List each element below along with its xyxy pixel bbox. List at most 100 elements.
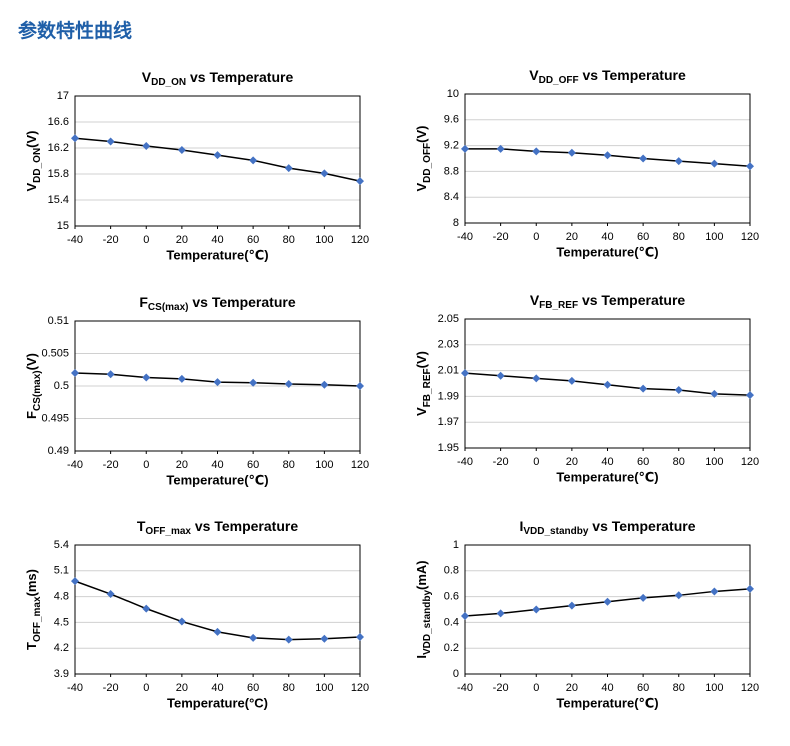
y-axis-label-part: V	[414, 407, 429, 416]
x-tick-label: 100	[315, 234, 333, 246]
y-axis-label-sub: VDD_standby	[422, 590, 433, 655]
x-axis-label: Temperature(°C)	[167, 695, 268, 710]
x-tick-label: -40	[457, 231, 473, 243]
x-tick-label: 100	[315, 682, 333, 694]
x-tick-label: -20	[103, 459, 119, 471]
x-axis-label: Temperature(℃)	[556, 695, 658, 710]
data-point	[213, 151, 222, 160]
x-tick-label: 80	[283, 682, 295, 694]
data-point	[71, 134, 79, 143]
data-point	[639, 154, 648, 163]
y-tick-label: 5.1	[54, 565, 69, 577]
y-tick-label: 1.99	[438, 390, 459, 402]
y-tick-label: 0	[453, 668, 459, 680]
y-tick-label: 2.03	[438, 339, 459, 351]
y-tick-label: 15	[57, 220, 69, 232]
data-point	[320, 634, 329, 643]
x-tick-label: 80	[283, 459, 295, 471]
chart-title: TOFF_max vs Temperature	[137, 518, 298, 537]
y-axis-label-sub: OFF_max	[32, 596, 43, 642]
y-tick-label: 1.97	[438, 416, 459, 428]
y-axis-label: VDD_OFF(V)	[414, 125, 432, 191]
y-tick-label: 4.5	[54, 616, 69, 628]
y-tick-label: 2.01	[438, 365, 459, 377]
data-point	[603, 597, 612, 606]
x-tick-label: 20	[176, 459, 188, 471]
x-tick-label: 40	[601, 682, 613, 694]
data-point	[71, 369, 79, 377]
chart-title-part: vs Temperature	[579, 67, 686, 83]
chart-title: IVDD_standby vs Temperature	[519, 518, 695, 537]
x-tick-label: 60	[247, 459, 259, 471]
x-tick-label: 80	[283, 234, 295, 246]
y-tick-label: 5.4	[54, 539, 69, 551]
x-tick-label: 120	[741, 231, 759, 243]
data-point	[639, 384, 648, 393]
data-point	[213, 627, 222, 636]
y-tick-label: 9.2	[444, 140, 459, 152]
x-tick-label: 20	[566, 456, 578, 468]
chart-title: VDD_OFF vs Temperature	[529, 67, 686, 86]
x-tick-label: 100	[705, 456, 723, 468]
chart-title-part: F	[139, 294, 148, 310]
y-tick-label: 0.505	[41, 347, 69, 359]
data-point	[746, 162, 754, 171]
x-tick-label: 20	[176, 234, 188, 246]
data-point	[639, 593, 648, 602]
x-tick-label: 60	[637, 231, 649, 243]
y-tick-label: 8	[453, 217, 459, 229]
data-point	[710, 587, 719, 596]
x-tick-label: 120	[351, 682, 369, 694]
y-tick-label: 0.51	[48, 315, 69, 327]
y-tick-label: 0.6	[444, 591, 459, 603]
y-tick-label: 0.8	[444, 565, 459, 577]
chart-title-part: vs Temperature	[186, 69, 293, 85]
data-point	[496, 371, 505, 380]
y-tick-label: 9.6	[444, 114, 459, 126]
x-axis-label: Temperature(℃)	[556, 469, 658, 484]
y-axis-label-part: (ms)	[24, 569, 39, 596]
chart-title-sub: CS(max)	[148, 302, 189, 313]
data-point	[461, 369, 469, 378]
chart-title: VDD_ON vs Temperature	[142, 69, 294, 88]
y-tick-label: 15.8	[48, 168, 69, 180]
y-tick-label: 8.8	[444, 165, 459, 177]
y-axis-label: VFB_REF(V)	[414, 351, 432, 416]
y-axis-label-sub: DD_ON	[32, 148, 43, 183]
y-axis-label: VDD_ON(V)	[24, 130, 42, 191]
plot-frame	[74, 544, 361, 675]
data-point	[567, 148, 576, 157]
y-tick-label: 2.05	[438, 313, 459, 325]
chart-title-part: vs Temperature	[191, 518, 298, 534]
y-axis-label-part: V	[414, 183, 429, 192]
y-axis-label: TOFF_max(ms)	[24, 569, 42, 650]
data-point	[249, 156, 258, 165]
data-point	[142, 142, 151, 151]
y-axis-label-part: (V)	[414, 351, 429, 368]
x-tick-label: 120	[741, 682, 759, 694]
data-point	[320, 380, 329, 389]
data-point	[142, 604, 151, 613]
data-point	[496, 609, 505, 618]
data-point	[710, 159, 719, 168]
y-axis-label-part: T	[24, 642, 39, 650]
x-tick-label: 60	[637, 682, 649, 694]
data-point	[71, 577, 79, 586]
chart-title-part: vs Temperature	[578, 292, 685, 308]
x-tick-label: -40	[67, 234, 83, 246]
y-axis-label-sub: CS(max)	[32, 370, 43, 411]
y-axis-label-part: I	[414, 655, 429, 659]
chart-title-part: T	[137, 518, 146, 534]
y-tick-label: 0.49	[48, 445, 69, 457]
x-tick-label: 40	[211, 459, 223, 471]
data-point	[249, 378, 258, 387]
y-tick-label: 16.6	[48, 116, 69, 128]
x-tick-label: 0	[533, 231, 539, 243]
data-point	[106, 590, 115, 599]
y-tick-label: 8.4	[444, 191, 459, 203]
plot-frame	[464, 544, 751, 675]
data-point	[532, 605, 541, 614]
chart-title-part: V	[529, 67, 539, 83]
y-axis-label-sub: FB_REF	[422, 368, 433, 407]
data-point	[356, 177, 364, 186]
